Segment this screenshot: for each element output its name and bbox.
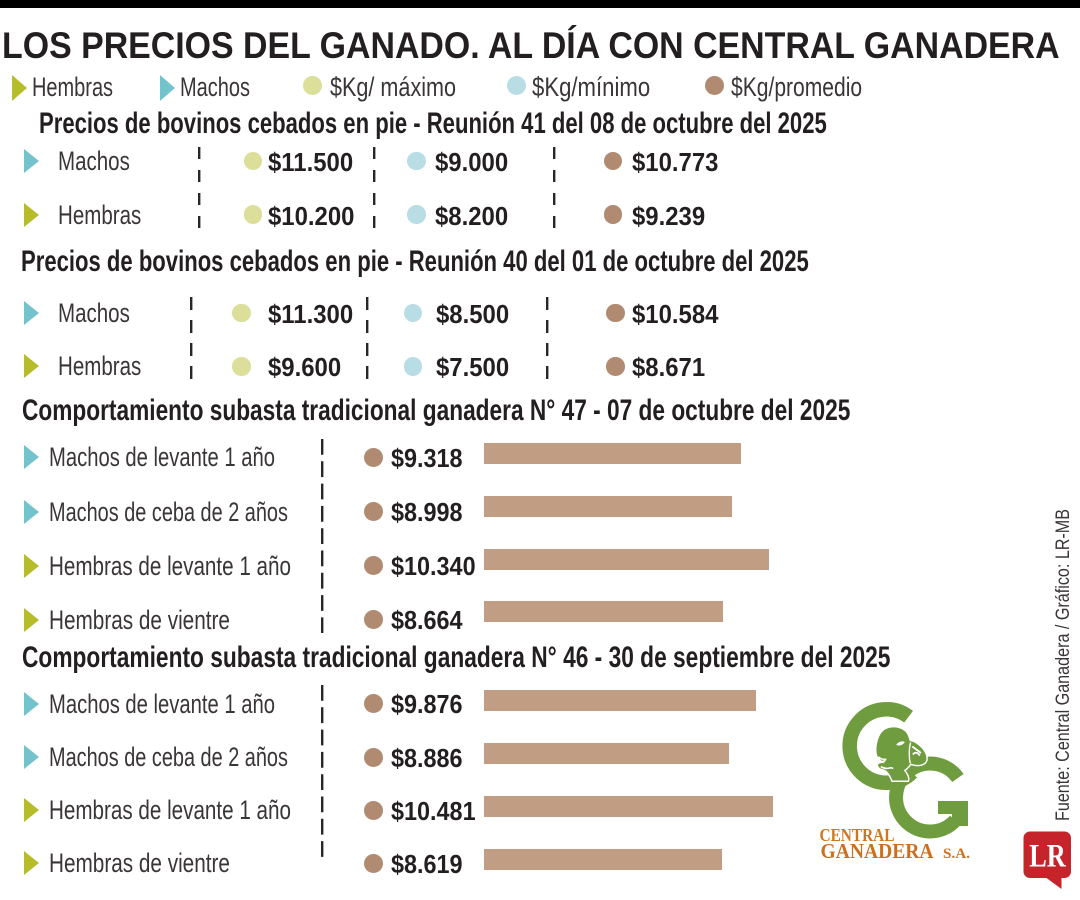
svg-text:GANADERA: GANADERA [821, 839, 934, 863]
svg-text:S.A.: S.A. [943, 846, 970, 862]
svg-text:LR: LR [1029, 839, 1066, 875]
svg-text:CENTRAL: CENTRAL [820, 825, 895, 845]
